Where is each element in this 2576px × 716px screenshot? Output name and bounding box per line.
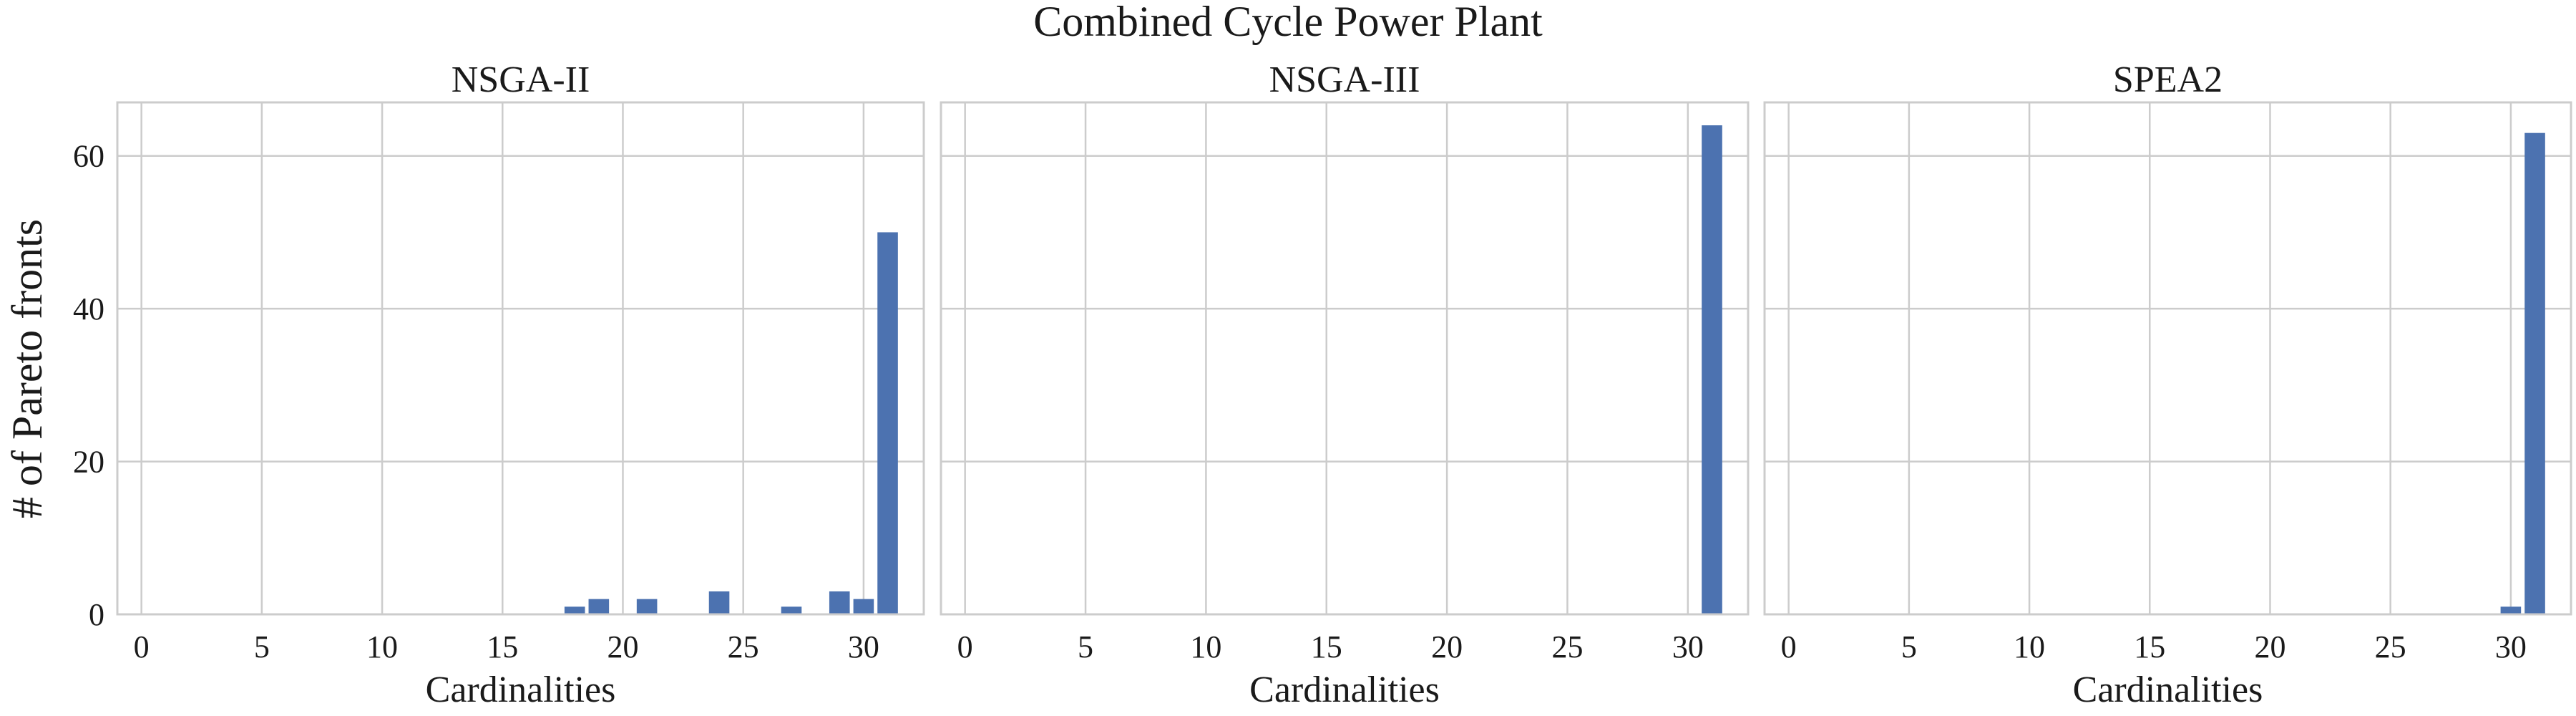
x-tick-label: 0 xyxy=(957,629,973,664)
bar xyxy=(877,232,898,614)
x-tick-label: 25 xyxy=(1551,629,1583,664)
subplot-3: SPEA2 0 5 10 15 20 25 30 Cardinalities xyxy=(1763,59,2572,710)
bar xyxy=(708,591,730,614)
x-tick-label: 15 xyxy=(1311,629,1342,664)
figure-title: Combined Cycle Power Plant xyxy=(1033,0,1543,45)
x-tick-label: 10 xyxy=(366,629,398,664)
axes-frame xyxy=(1763,101,2572,616)
x-tick-label: 5 xyxy=(1078,629,1093,664)
y-tick-label: 20 xyxy=(73,445,104,480)
bar xyxy=(636,599,658,614)
subplot-title: SPEA2 xyxy=(2113,59,2223,100)
x-tick-label: 5 xyxy=(1901,629,1917,664)
axes-frame xyxy=(116,101,925,616)
bar xyxy=(853,599,874,614)
x-axis-label: Cardinalities xyxy=(426,669,616,710)
y-tick-label: 60 xyxy=(73,139,104,174)
y-tick-label: 0 xyxy=(89,597,104,632)
x-axis-label: Cardinalities xyxy=(1249,669,1440,710)
x-tick-label: 0 xyxy=(1781,629,1797,664)
bar xyxy=(781,606,802,614)
x-tick-label: 10 xyxy=(1190,629,1221,664)
bar xyxy=(1702,125,1722,615)
bar xyxy=(829,591,850,614)
x-tick-label: 20 xyxy=(1431,629,1463,664)
x-axis-label: Cardinalities xyxy=(2073,669,2263,710)
x-tick-label: 25 xyxy=(2375,629,2406,664)
subplot-1: NSGA-II 0 5 10 15 20 25 30 0 20 40 60 Cardinalities xyxy=(73,59,925,710)
subplots: NSGA-II0 5 10 15 20 25 300204060CardinalitiesN… xyxy=(73,59,2572,710)
x-tick-label: 20 xyxy=(607,629,638,664)
bar xyxy=(588,599,610,614)
x-tick-label: 5 xyxy=(254,629,270,664)
bar xyxy=(2500,606,2522,614)
y-axis-label: # of Pareto fronts xyxy=(4,219,51,518)
x-tick-label: 30 xyxy=(1672,629,1704,664)
x-tick-label: 15 xyxy=(2134,629,2165,664)
subplot-2: NSGA-III 0 5 10 15 20 25 30 Cardinalities xyxy=(940,59,1750,710)
subplot-title: NSGA-II xyxy=(452,59,590,100)
x-tick-label: 15 xyxy=(487,629,518,664)
y-tick-label: 40 xyxy=(73,291,104,326)
bar xyxy=(2524,132,2545,614)
subplot-title: NSGA-III xyxy=(1269,59,1420,100)
x-tick-label: 0 xyxy=(134,629,150,664)
x-tick-label: 30 xyxy=(848,629,879,664)
x-tick-label: 25 xyxy=(728,629,759,664)
x-tick-label: 20 xyxy=(2254,629,2285,664)
axes-frame xyxy=(940,101,1750,616)
x-tick-label: 10 xyxy=(2014,629,2045,664)
bar xyxy=(564,606,585,614)
x-tick-label: 30 xyxy=(2495,629,2527,664)
